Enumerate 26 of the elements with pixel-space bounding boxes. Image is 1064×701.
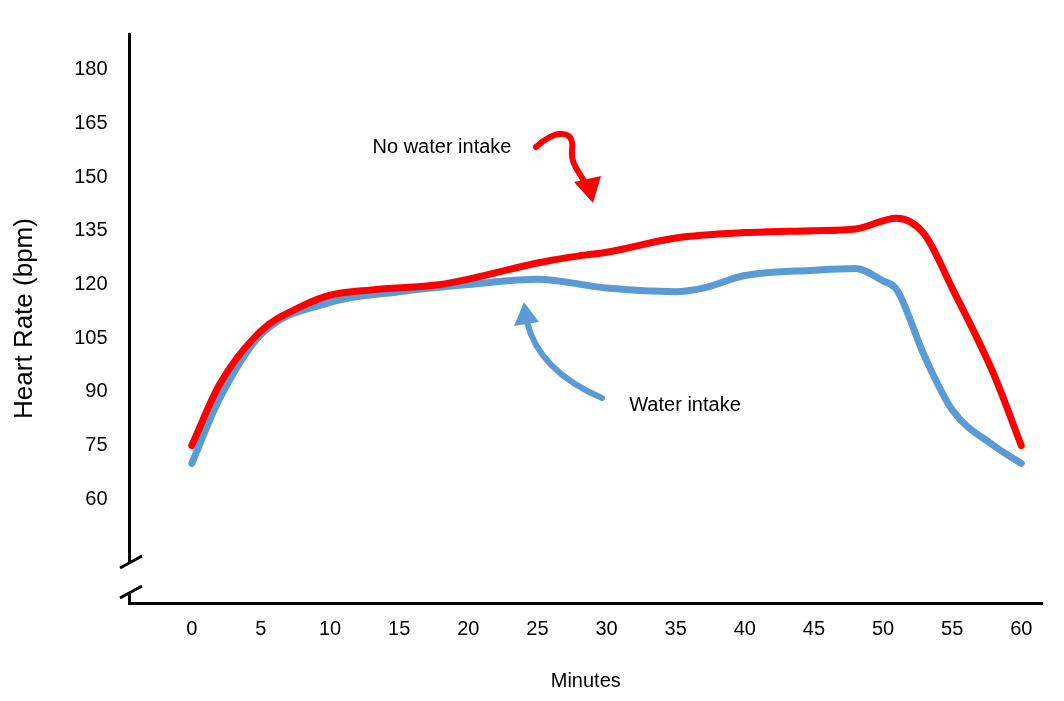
annotation: Water intake bbox=[629, 392, 741, 415]
x-tick-label: 10 bbox=[318, 616, 342, 639]
x-tick-label: 55 bbox=[941, 616, 964, 639]
y-tick-label: 135 bbox=[74, 218, 108, 241]
x-tick-label: 35 bbox=[664, 616, 687, 639]
x-tick-label: 5 bbox=[255, 616, 267, 639]
annotation: No water intake bbox=[372, 134, 512, 157]
x-tick-label: 20 bbox=[457, 616, 480, 639]
x-tick-label: 25 bbox=[526, 616, 549, 639]
x-tick-label: 50 bbox=[871, 616, 895, 639]
y-tick-label: 180 bbox=[74, 57, 108, 80]
y-tick-label: 105 bbox=[74, 325, 108, 348]
y-tick-label: 120 bbox=[74, 272, 108, 295]
x-axis-title: Minutes bbox=[550, 668, 621, 691]
y-tick-label: 75 bbox=[85, 433, 108, 456]
y-tick-label: 90 bbox=[85, 379, 108, 402]
y-tick-label: 165 bbox=[74, 110, 108, 133]
y-tick-label: 150 bbox=[74, 164, 108, 187]
y-tick-label: 60 bbox=[85, 486, 108, 509]
x-tick-label: 30 bbox=[595, 616, 618, 639]
x-tick-label: 45 bbox=[802, 616, 826, 639]
x-tick-label: 0 bbox=[186, 616, 198, 639]
x-tick-label: 60 bbox=[1010, 616, 1033, 639]
x-tick-label: 15 bbox=[388, 616, 411, 639]
y-axis-title: Heart Rate (bpm) bbox=[7, 218, 38, 419]
x-tick-label: 40 bbox=[733, 616, 756, 639]
